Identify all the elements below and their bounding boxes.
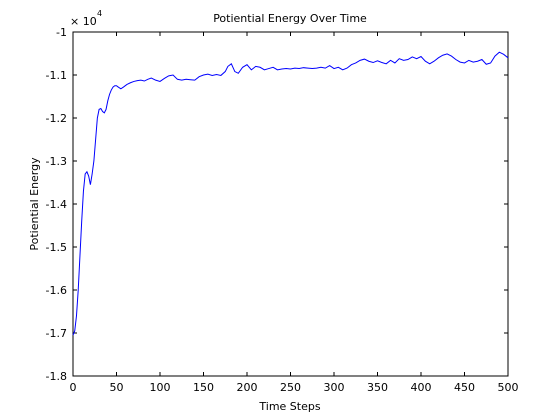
y-tick-label: -1.1 [46, 69, 67, 82]
x-tick-label: 300 [324, 381, 345, 394]
x-tick-label: 450 [454, 381, 475, 394]
x-tick-label: 50 [110, 381, 124, 394]
y-tick-label: -1.5 [46, 241, 67, 254]
y-tick-label: -1.3 [46, 155, 67, 168]
y-tick-label: -1.4 [46, 198, 67, 211]
y-axis-label: Potiential Energy [28, 157, 41, 251]
x-tick-label: 100 [150, 381, 171, 394]
series-line [72, 51, 509, 336]
x-tick-label: 350 [367, 381, 388, 394]
axis-ticks [72, 31, 509, 377]
y-tick-label: -1.2 [46, 112, 67, 125]
x-tick-labels: 0 50 100 150 200 250 300 350 400 450 500 [70, 381, 519, 394]
y-multiplier-label: × 10 [70, 15, 97, 28]
x-tick-label: 250 [280, 381, 301, 394]
y-tick-label: -1.6 [46, 284, 67, 297]
x-tick-label: 400 [411, 381, 432, 394]
x-tick-label: 150 [193, 381, 214, 394]
x-tick-label: 0 [70, 381, 77, 394]
y-tick-label: -1.8 [46, 370, 67, 383]
x-axis-label: Time Steps [258, 400, 320, 413]
plot-area [72, 31, 509, 377]
y-multiplier-exponent: 4 [97, 9, 102, 18]
y-tick-labels: -1.8 -1.7 -1.6 -1.5 -1.4 -1.3 -1.2 -1.1 -1 [46, 26, 67, 383]
chart-title: Potiential Energy Over Time [213, 12, 367, 25]
x-tick-label: 500 [498, 381, 519, 394]
y-tick-label: -1.7 [46, 327, 67, 340]
y-tick-label: -1 [56, 26, 67, 39]
x-tick-label: 200 [237, 381, 258, 394]
